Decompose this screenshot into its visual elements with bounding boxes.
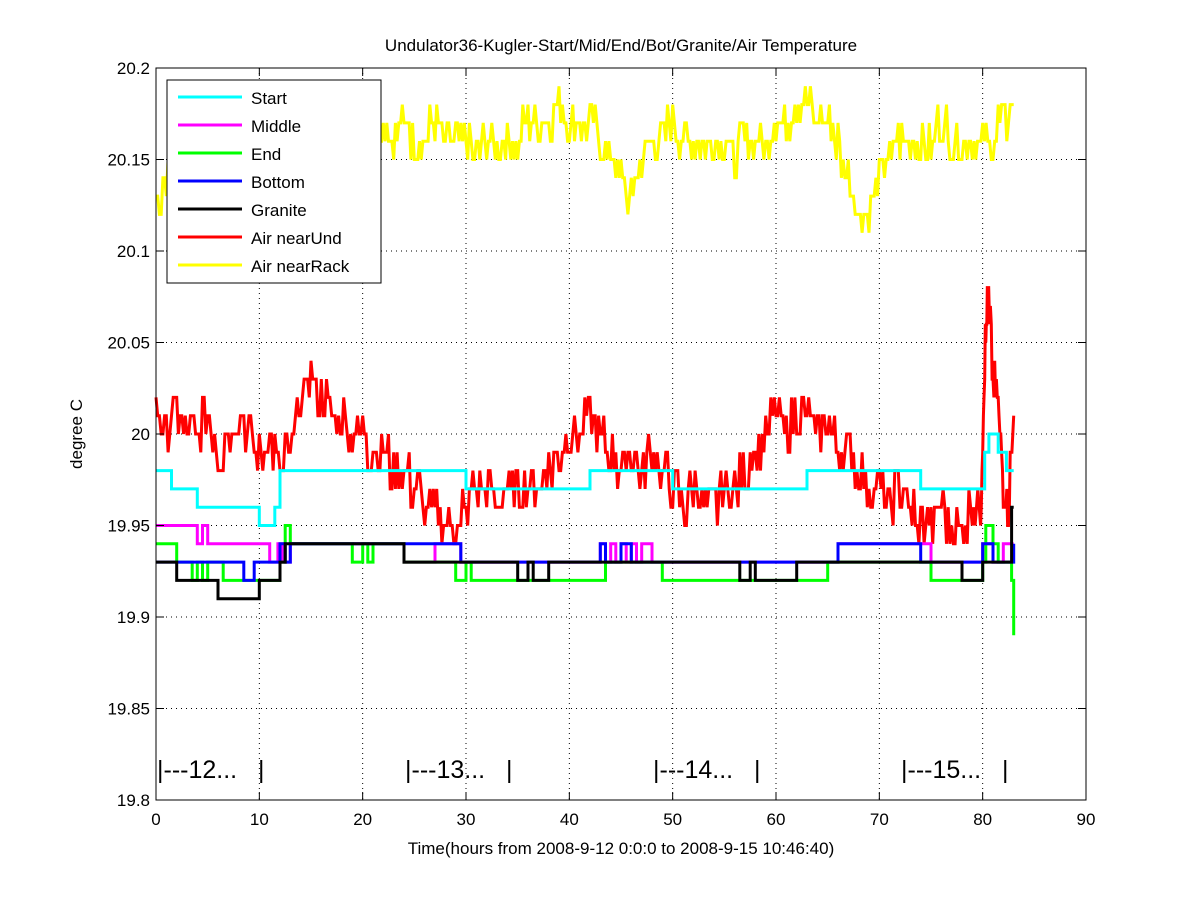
legend-label: End bbox=[251, 145, 281, 164]
legend-label: Middle bbox=[251, 117, 301, 136]
x-tick-label: 60 bbox=[767, 810, 786, 829]
y-tick-label: 20 bbox=[131, 425, 150, 444]
y-tick-label: 19.8 bbox=[117, 791, 150, 810]
legend-label: Start bbox=[251, 89, 287, 108]
day-marker-label: |---15... | bbox=[901, 756, 1008, 784]
x-tick-label: 80 bbox=[973, 810, 992, 829]
series-line-start bbox=[156, 432, 1014, 527]
y-axis-label: degree C bbox=[67, 399, 86, 469]
series-line-granite bbox=[156, 505, 1014, 601]
day-marker-label: |---13... | bbox=[405, 756, 512, 784]
chart-title: Undulator36-Kugler-Start/Mid/End/Bot/Gra… bbox=[385, 36, 857, 55]
x-tick-label: 90 bbox=[1077, 810, 1096, 829]
x-tick-label: 0 bbox=[151, 810, 160, 829]
x-tick-label: 50 bbox=[663, 810, 682, 829]
y-tick-label: 20.05 bbox=[107, 334, 150, 353]
y-tick-label: 19.9 bbox=[117, 608, 150, 627]
x-tick-label: 20 bbox=[353, 810, 372, 829]
legend-label: Air nearUnd bbox=[251, 229, 342, 248]
x-tick-label: 10 bbox=[250, 810, 269, 829]
legend-label: Air nearRack bbox=[251, 257, 350, 276]
y-tick-label: 20.15 bbox=[107, 151, 150, 170]
y-tick-label: 19.95 bbox=[107, 517, 150, 536]
legend-label: Bottom bbox=[251, 173, 305, 192]
x-axis-label: Time(hours from 2008-9-12 0:0:0 to 2008-… bbox=[408, 839, 835, 858]
day-marker-label: |---12... | bbox=[157, 756, 264, 784]
legend: Start Middle End Bottom Granite Air nearUnd Ai… bbox=[166, 79, 382, 284]
x-tick-label: 70 bbox=[870, 810, 889, 829]
x-tick-label: 30 bbox=[457, 810, 476, 829]
ticks: 0 10 20 30 40 50 60 70 80 90 19.8 19.85 19.9 19.95 20 2… bbox=[107, 59, 1095, 829]
day-markers: |---12... | |---13... | |---14... | |---15.… bbox=[157, 756, 1008, 784]
y-tick-label: 19.85 bbox=[107, 700, 150, 719]
series-line-air-nearund bbox=[154, 286, 1016, 546]
x-tick-label: 40 bbox=[560, 810, 579, 829]
legend-label: Granite bbox=[251, 201, 307, 220]
day-marker-label: |---14... | bbox=[653, 756, 760, 784]
series-layer bbox=[154, 86, 1016, 636]
y-tick-label: 20.2 bbox=[117, 59, 150, 78]
y-tick-label: 20.1 bbox=[117, 242, 150, 261]
